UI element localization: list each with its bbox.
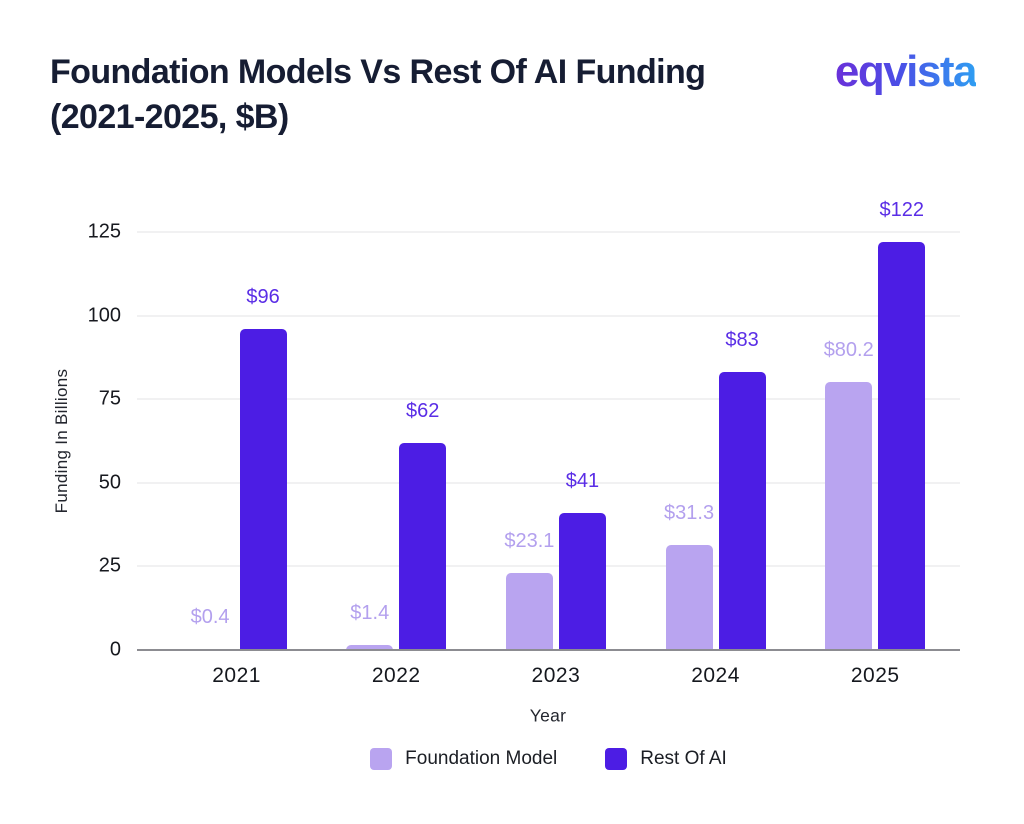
legend-swatch-rest-of-ai — [605, 748, 628, 770]
y-tick-label: 50 — [98, 471, 121, 494]
bar-value-label-foundation-model-2023: $23.1 — [504, 529, 555, 552]
chart-legend: Foundation Model Rest Of AI — [137, 748, 960, 770]
bar-group-2021: $0.4 $96 2021 — [186, 232, 287, 687]
bar-rest-of-ai-2024[interactable]: $83 — [718, 329, 766, 650]
legend-label-foundation-model: Foundation Model — [405, 748, 558, 769]
bar-rest-of-ai-2022[interactable]: $62 — [399, 400, 447, 650]
plot-area: 0 25 50 75 100 125 $0.4 $96 2021 $1.4 $62 2022 $23.1… — [88, 199, 960, 687]
bar-value-label-foundation-model-2025: $80.2 — [823, 338, 874, 361]
bar-rest-of-ai-2023[interactable]: $41 — [558, 470, 606, 650]
y-tick-label: 0 — [109, 638, 121, 661]
gridline — [137, 482, 960, 484]
bar-group-2025: $80.2 $122 2025 — [824, 199, 926, 687]
bar-rest-of-ai-2021[interactable]: $96 — [239, 286, 287, 650]
x-tick-label-2022: 2022 — [371, 664, 421, 687]
bar-value-label-rest-of-ai-2021: $96 — [246, 285, 280, 308]
bar-foundation-model-2022[interactable]: $1.4 — [346, 602, 394, 650]
bar-foundation-model-2023[interactable]: $23.1 — [504, 530, 554, 650]
legend-item-foundation-model[interactable]: Foundation Model — [370, 748, 557, 770]
bar-value-label-rest-of-ai-2022: $62 — [406, 399, 440, 422]
gridline — [137, 231, 960, 233]
x-tick-label-2025: 2025 — [850, 664, 900, 687]
x-axis-line — [137, 649, 960, 651]
gridline — [137, 315, 960, 317]
bar-group-2024: $31.3 $83 2024 — [664, 232, 766, 687]
x-tick-label-2021: 2021 — [212, 664, 261, 687]
bar-group-2022: $1.4 $62 2022 — [346, 232, 447, 687]
eqvista-logo: eqvista — [834, 47, 978, 96]
bar-value-label-foundation-model-2024: $31.3 — [664, 502, 715, 525]
y-tick-label: 25 — [98, 554, 121, 577]
page-title: Foundation Models Vs Rest Of AI Funding … — [50, 50, 850, 140]
legend-label-rest-of-ai: Rest Of AI — [640, 748, 727, 769]
bar-group-2023: $23.1 $41 2023 — [504, 232, 606, 687]
page-title-line-2: (2021-2025, $B) — [50, 98, 289, 136]
y-axis-title: Funding In Billions — [52, 368, 71, 514]
x-axis-title: Year — [529, 705, 567, 726]
bar-value-label-rest-of-ai-2024: $83 — [725, 329, 759, 352]
bar-value-label-rest-of-ai-2023: $41 — [565, 469, 600, 492]
y-tick-label: 100 — [87, 304, 121, 327]
bar-rest-of-ai-2025[interactable]: $122 — [878, 199, 926, 650]
legend-swatch-foundation-model — [370, 748, 393, 770]
y-tick-label: 75 — [98, 387, 121, 410]
x-tick-label-2024: 2024 — [691, 664, 740, 687]
bar-foundation-model-2025[interactable]: $80.2 — [824, 339, 874, 650]
gridline — [137, 565, 960, 567]
bar-value-label-foundation-model-2022: $1.4 — [350, 602, 390, 625]
bar-value-label-rest-of-ai-2025: $122 — [879, 199, 924, 222]
page-title-line-1: Foundation Models Vs Rest Of AI Funding — [50, 53, 706, 91]
bar-foundation-model-2024[interactable]: $31.3 — [664, 502, 714, 650]
bar-value-label-foundation-model-2021: $0.4 — [190, 605, 230, 628]
x-tick-label-2023: 2023 — [531, 664, 581, 687]
legend-item-rest-of-ai[interactable]: Rest Of AI — [605, 748, 727, 770]
gridline — [137, 398, 960, 400]
y-tick-label: 125 — [87, 220, 121, 243]
